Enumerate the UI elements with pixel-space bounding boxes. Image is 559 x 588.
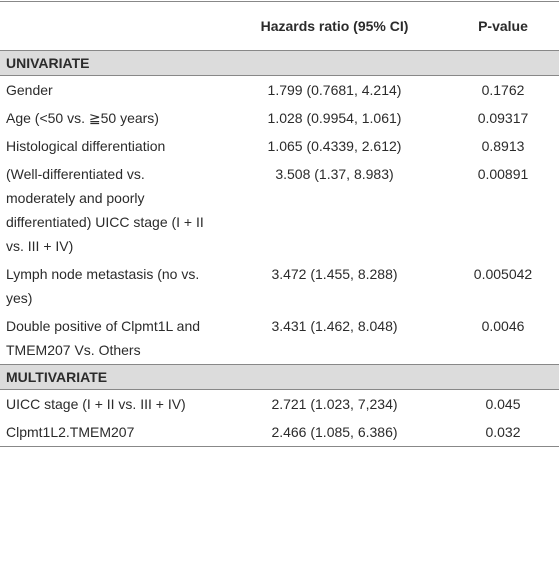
results-table: Hazards ratio (95% CI) P-value UNIVARIAT… — [0, 1, 559, 447]
header-blank — [0, 1, 222, 51]
value-cell: 0.1762 — [481, 82, 525, 98]
variable-cell: UICC stage (I + II vs. III + IV) — [6, 396, 186, 412]
value-cell: 1.799 (0.7681, 4.214) — [267, 82, 402, 98]
data-row: Double positive of Clpmt1L and TMEM207 V… — [0, 312, 559, 365]
header-cell: Hazards ratio (95% CI) — [222, 1, 447, 51]
data-row: Gender 1.799 (0.7681, 4.214) 0.1762 — [0, 76, 559, 105]
section-title: MULTIVARIATE — [0, 364, 559, 390]
value-cell: 0.005042 — [473, 266, 533, 282]
value-cell: 1.028 (0.9954, 1.061) — [267, 110, 402, 126]
variable-cell: Double positive of Clpmt1L and TMEM207 V… — [6, 318, 201, 358]
data-row: Histological differentiation 1.065 (0.433… — [0, 132, 559, 160]
value-cell: 0.032 — [447, 418, 559, 447]
header-row: Hazards ratio (95% CI) P-value — [0, 1, 559, 51]
value-cell: 3.508 (1.37, 8.983) — [275, 166, 394, 182]
value-cell: 0.0046 — [481, 318, 525, 334]
value-cell: 0.8913 — [481, 138, 525, 154]
value-cell: 0.09317 — [477, 110, 529, 126]
variable-cell: Gender — [6, 82, 53, 98]
header-cell: P-value — [447, 1, 559, 51]
variable-cell: Histological differentiation — [6, 138, 166, 154]
data-row: Lymph node metastasis (no vs. yes) 3.472 … — [0, 260, 559, 312]
data-row: (Well-differentiated vs. moderately and … — [0, 160, 559, 260]
section-row: MULTIVARIATE — [0, 364, 559, 390]
section-row: UNIVARIATE — [0, 50, 559, 76]
value-cell: 3.472 (1.455, 8.288) — [271, 266, 398, 282]
variable-cell: Age (<50 vs. ≧50 years) — [6, 110, 159, 126]
value-cell: 2.466 (1.085, 6.386) — [222, 418, 447, 447]
table-body: UNIVARIATE Gender 1.799 (0.7681, 4.214) 0.1… — [0, 50, 559, 447]
value-cell: 0.045 — [485, 396, 521, 412]
variable-cell: Clpmt1L2.TMEM207 — [0, 418, 222, 447]
value-cell: 2.721 (1.023, 7,234) — [271, 396, 398, 412]
value-cell: 3.431 (1.462, 8.048) — [271, 318, 398, 334]
section-title: UNIVARIATE — [0, 50, 559, 76]
table-header: Hazards ratio (95% CI) P-value — [0, 1, 559, 51]
value-cell: 1.065 (0.4339, 2.612) — [267, 138, 402, 154]
value-cell: 0.00891 — [477, 166, 529, 182]
variable-cell: Lymph node metastasis (no vs. yes) — [6, 266, 200, 306]
data-row: Age (<50 vs. ≧50 years) 1.028 (0.9954, 1.… — [0, 104, 559, 132]
data-row: UICC stage (I + II vs. III + IV) 2.721 (1… — [0, 390, 559, 419]
data-row: Clpmt1L2.TMEM207 2.466 (1.085, 6.386) 0.03… — [0, 418, 559, 447]
variable-cell: (Well-differentiated vs. moderately and … — [6, 166, 204, 254]
